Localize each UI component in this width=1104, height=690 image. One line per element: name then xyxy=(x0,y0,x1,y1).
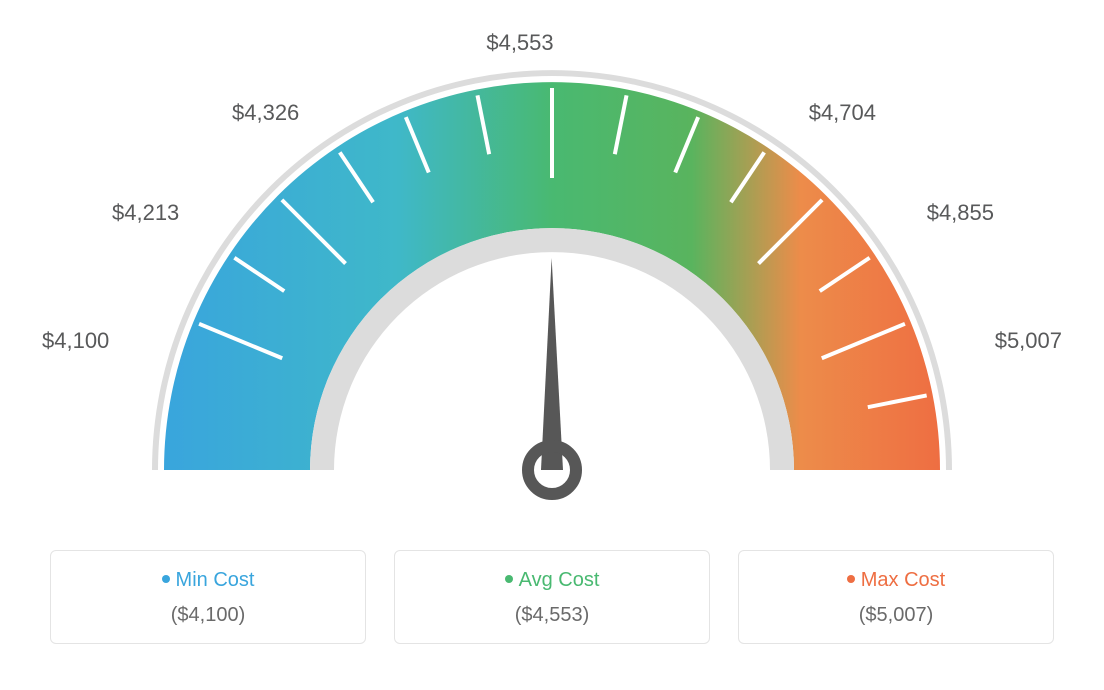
legend-dot-icon xyxy=(847,575,855,583)
legend-card: Min Cost ($4,100) xyxy=(50,550,366,644)
gauge-svg xyxy=(42,30,1062,520)
tick-label: $4,213 xyxy=(112,200,179,226)
legend-card: Avg Cost ($4,553) xyxy=(394,550,710,644)
legend-title: Min Cost xyxy=(51,569,365,592)
gauge-chart: $4,100 $4,213 $4,326 $4,553 $4,704 $4,855 $5,0… xyxy=(42,30,1062,520)
legend-title: Avg Cost xyxy=(395,569,709,592)
tick-label: $4,855 xyxy=(927,200,994,226)
legend-card: Max Cost ($5,007) xyxy=(738,550,1054,644)
tick-label: $4,704 xyxy=(809,100,876,126)
tick-label: $5,007 xyxy=(995,328,1062,354)
legend-row: Min Cost ($4,100) Avg Cost ($4,553) Max Cost… xyxy=(42,550,1062,644)
legend-title: Max Cost xyxy=(739,569,1053,592)
legend-dot-icon xyxy=(505,575,513,583)
legend-dot-icon xyxy=(162,575,170,583)
tick-label: $4,326 xyxy=(232,100,299,126)
legend-title-text: Min Cost xyxy=(176,569,255,591)
legend-title-text: Max Cost xyxy=(861,569,945,591)
legend-value: ($4,553) xyxy=(395,604,709,627)
tick-label: $4,100 xyxy=(42,328,109,354)
legend-value: ($5,007) xyxy=(739,604,1053,627)
legend-title-text: Avg Cost xyxy=(519,569,600,591)
legend-value: ($4,100) xyxy=(51,604,365,627)
tick-label: $4,553 xyxy=(486,30,553,56)
gauge-needle xyxy=(541,258,563,470)
